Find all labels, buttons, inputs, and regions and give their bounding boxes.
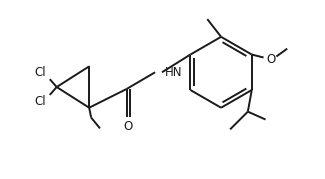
Text: O: O: [267, 53, 276, 66]
Text: O: O: [123, 120, 132, 133]
Text: Cl: Cl: [34, 95, 46, 108]
Text: Cl: Cl: [34, 66, 46, 79]
Text: HN: HN: [165, 66, 182, 79]
